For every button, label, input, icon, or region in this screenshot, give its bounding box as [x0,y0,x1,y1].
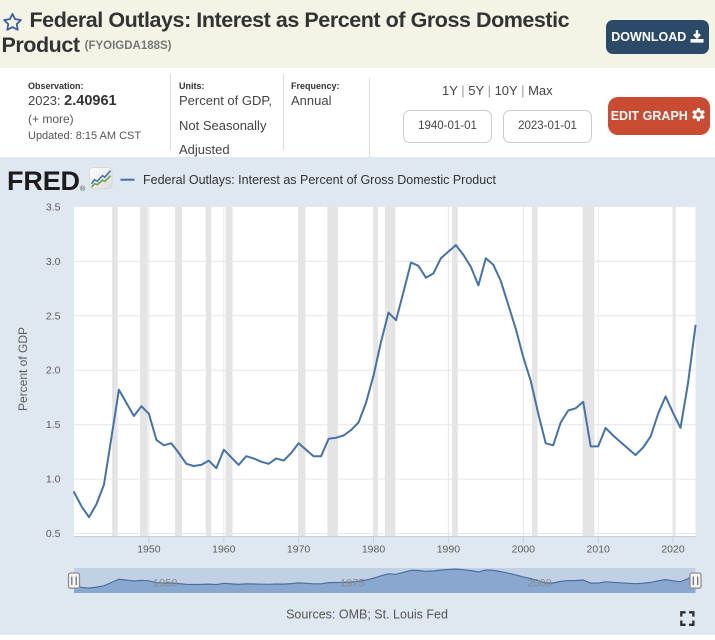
svg-text:0.5: 0.5 [46,528,61,540]
svg-text:®: ® [80,185,86,193]
svg-text:2.0: 2.0 [46,365,61,377]
svg-text:1.5: 1.5 [46,419,61,431]
svg-text:2000: 2000 [512,544,536,556]
svg-text:Federal Outlays: Interest as P: Federal Outlays: Interest as Percent of … [143,173,496,187]
svg-text:FRED: FRED [7,166,80,196]
svg-text:1950: 1950 [153,578,177,590]
svg-text:3.5: 3.5 [46,202,61,214]
svg-text:Percent of GDP: Percent of GDP [16,327,30,411]
svg-text:1975: 1975 [340,578,364,590]
svg-text:2010: 2010 [587,544,611,556]
svg-text:1970: 1970 [287,544,311,556]
svg-text:2.5: 2.5 [46,310,61,322]
svg-text:1990: 1990 [437,544,461,556]
svg-text:1950: 1950 [137,544,161,556]
svg-text:1.0: 1.0 [46,474,61,486]
svg-text:Sources: OMB; St. Louis Fed: Sources: OMB; St. Louis Fed [286,608,448,622]
svg-text:2020: 2020 [661,544,685,556]
svg-text:1960: 1960 [212,544,236,556]
svg-text:3.0: 3.0 [46,256,61,268]
svg-text:2000: 2000 [527,578,551,590]
svg-text:1980: 1980 [362,544,386,556]
